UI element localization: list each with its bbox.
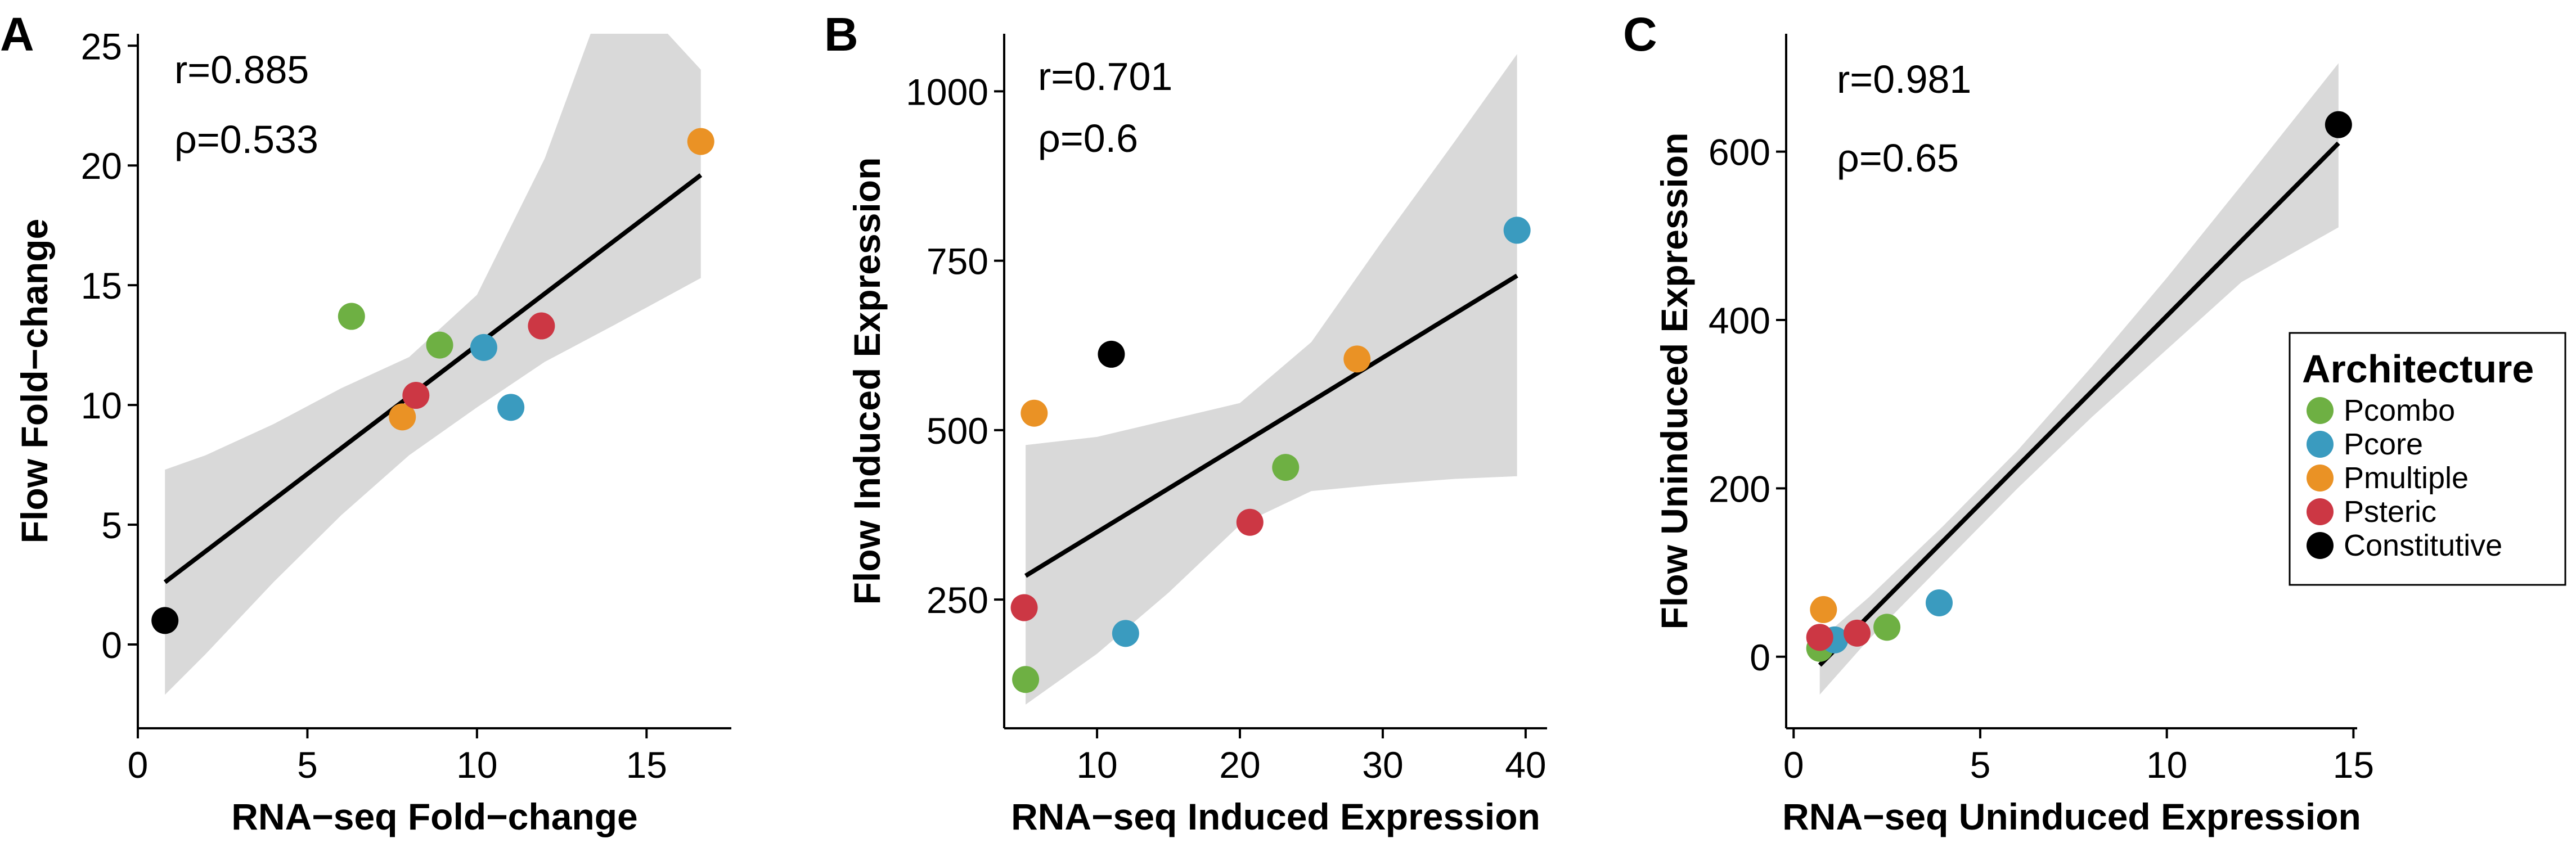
data-point-psteric [402,382,430,409]
data-point-pcore [470,333,497,361]
data-point-pcore [1925,589,1953,616]
legend-title: Architecture [2302,347,2534,391]
y-tick-label: 500 [927,410,988,452]
legend-marker-pcore [2307,431,2334,458]
correlation-stat: ρ=0.533 [174,118,318,161]
correlation-stat: ρ=0.6 [1038,116,1138,160]
legend-marker-pcombo [2307,397,2334,424]
data-point-pcombo [1012,666,1040,693]
y-tick-label: 600 [1709,132,1770,173]
x-tick-label: 5 [297,744,318,786]
data-point-pmultiple [1020,399,1048,427]
correlation-stat: r=0.981 [1837,57,1971,101]
data-point-pmultiple [389,403,416,431]
x-tick-label: 10 [456,744,497,786]
regression-line [1818,141,2340,667]
x-axis-title: RNA−seq Uninduced Expression [1782,796,2361,837]
data-point-psteric [1010,594,1038,621]
y-tick-label: 0 [101,624,122,666]
data-point-pcombo [338,303,365,330]
data-point-pcombo [1272,454,1300,481]
data-point-psteric [1806,624,1833,651]
legend-marker-psteric [2307,498,2334,525]
correlation-stat: ρ=0.65 [1837,136,1959,180]
correlation-stat: r=0.701 [1038,55,1172,98]
data-point-pcore [497,394,525,421]
x-tick-label: 5 [1970,744,1991,786]
legend-label-pcombo: Pcombo [2344,394,2455,427]
legend-label-psteric: Psteric [2344,495,2436,529]
confidence-band [165,34,701,695]
x-tick-label: 40 [1505,744,1546,786]
x-tick-label: 0 [1783,744,1804,786]
y-tick-label: 200 [1709,468,1770,510]
panel-c: 0 5 10 15 0 200 400 600 RNA−seq Uninduced Expres… [1623,8,2374,837]
panel-label: A [0,8,34,61]
x-tick-label: 30 [1362,744,1403,786]
x-tick-label: 0 [128,744,149,786]
regression-line [1024,273,1518,578]
data-point-pmultiple [687,128,714,155]
x-tick-label: 10 [1076,744,1117,786]
y-tick-label: 20 [81,145,122,187]
data-point-pcombo [1873,614,1901,641]
data-point-pcore [1112,620,1139,647]
data-point-pmultiple [1810,596,1837,623]
panel-b: 10 20 30 40 250 500 750 1000 RNA−seq Induced Exp… [824,8,1547,837]
y-tick-label: 0 [1750,637,1770,678]
legend-label-pcore: Pcore [2344,427,2423,461]
data-point-psteric [528,312,555,340]
y-axis-title: Flow Induced Expression [846,157,888,605]
legend-label-pmultiple: Pmultiple [2344,461,2469,495]
data-point-pmultiple [1343,345,1371,373]
y-tick-label: 1000 [906,71,988,112]
x-tick-label: 10 [2146,744,2187,786]
legend-label-constitutive: Constitutive [2344,529,2502,562]
data-point-psteric [1236,508,1264,536]
y-tick-label: 400 [1709,300,1770,341]
data-point-pcombo [426,331,453,359]
y-axis-title: Flow Fold−change [14,219,55,544]
data-point-psteric [1844,619,1871,647]
y-tick-label: 15 [81,265,122,306]
panel-label: B [824,8,858,61]
x-tick-label: 15 [2333,744,2374,786]
panel-a: 0 5 10 15 0 5 10 15 20 25 RNA−seq Fold−change Flow … [0,8,731,837]
x-axis-title: RNA−seq Induced Expression [1011,796,1540,837]
data-point-constitutive [2325,111,2352,138]
data-point-constitutive [1098,340,1125,368]
legend: Architecture PcomboPcorePmultiplePsteric… [2289,332,2566,586]
y-tick-label: 250 [927,579,988,621]
correlation-stat: r=0.885 [174,48,309,92]
y-axis-title: Flow Uninduced Expression [1653,133,1695,630]
regression-line [163,173,703,584]
data-point-constitutive [151,607,179,634]
x-tick-label: 20 [1219,744,1260,786]
confidence-band [1026,54,1517,705]
data-point-pcore [1503,217,1531,244]
legend-marker-constitutive [2307,532,2334,559]
x-tick-label: 15 [626,744,667,786]
legend-marker-pmultiple [2307,465,2334,492]
y-tick-label: 10 [81,385,122,426]
y-tick-label: 25 [81,25,122,67]
y-tick-label: 5 [101,504,122,546]
y-tick-label: 750 [927,241,988,282]
panel-label: C [1623,8,1657,61]
legend-box [2289,332,2566,586]
x-axis-title: RNA−seq Fold−change [231,796,638,837]
